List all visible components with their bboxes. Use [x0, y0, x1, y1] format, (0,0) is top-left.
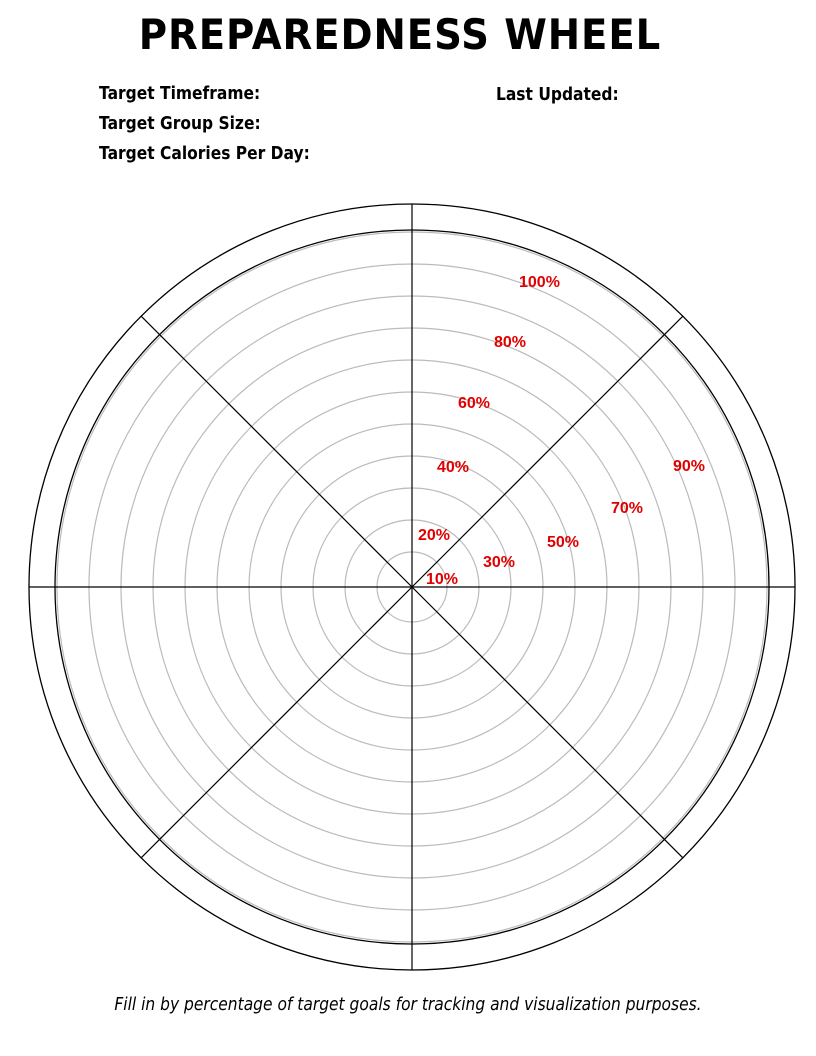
ring-label-70: 70% — [611, 500, 643, 517]
ring-label-50: 50% — [547, 534, 579, 551]
wheel-spokes — [29, 204, 795, 970]
last-updated-label: Last Updated: — [496, 84, 619, 105]
sector-spoke — [140, 315, 413, 588]
sector-spoke — [140, 586, 413, 859]
sector-spoke — [411, 315, 684, 588]
ring-label-30: 30% — [483, 554, 515, 571]
wheel-percentage-labels: 10% 20% 30% 40% 50% 60% 70% 80% 90% 100% — [418, 274, 705, 588]
page-title: PREPAREDNESS WHEEL — [138, 10, 662, 59]
target-timeframe-label: Target Timeframe: — [99, 83, 261, 104]
ring-label-20: 20% — [418, 527, 450, 544]
ring-label-100: 100% — [519, 274, 560, 291]
ring-label-40: 40% — [437, 459, 469, 476]
target-calories-label: Target Calories Per Day: — [99, 143, 310, 164]
ring-label-10: 10% — [426, 571, 458, 588]
sector-spoke — [411, 586, 684, 859]
ring-label-80: 80% — [494, 334, 526, 351]
footer-instructions: Fill in by percentage of target goals fo… — [114, 994, 702, 1015]
ring-label-90: 90% — [673, 458, 705, 475]
ring-label-60: 60% — [458, 395, 490, 412]
target-group-size-label: Target Group Size: — [99, 113, 261, 134]
